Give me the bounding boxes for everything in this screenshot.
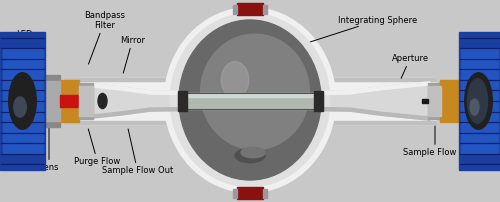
- Text: Sample Flow Out: Sample Flow Out: [102, 129, 173, 175]
- Polygon shape: [72, 82, 178, 94]
- Bar: [178, 94, 322, 97]
- Bar: [59, 80, 79, 122]
- Text: Sample Flow In: Sample Flow In: [403, 126, 467, 157]
- Ellipse shape: [200, 34, 310, 150]
- Ellipse shape: [235, 148, 265, 163]
- Ellipse shape: [241, 147, 265, 158]
- Bar: [458, 32, 500, 170]
- Ellipse shape: [9, 73, 36, 129]
- Text: Glass Tube: Glass Tube: [245, 50, 290, 84]
- Ellipse shape: [14, 97, 26, 117]
- Polygon shape: [72, 108, 178, 120]
- Ellipse shape: [164, 7, 336, 193]
- Bar: [263, 5, 266, 14]
- Ellipse shape: [468, 79, 487, 123]
- Ellipse shape: [470, 99, 479, 115]
- Bar: [78, 86, 92, 116]
- Polygon shape: [72, 82, 178, 120]
- Text: Lens: Lens: [39, 128, 59, 172]
- Bar: [178, 93, 322, 109]
- Bar: [45, 81, 60, 121]
- Bar: [428, 83, 440, 119]
- Bar: [428, 86, 440, 116]
- Text: Purge Flow: Purge Flow: [74, 129, 120, 166]
- Bar: [0, 32, 45, 170]
- Bar: [64, 78, 436, 81]
- Bar: [234, 5, 237, 14]
- Bar: [422, 99, 428, 103]
- Bar: [234, 189, 237, 198]
- Bar: [314, 91, 322, 111]
- Ellipse shape: [221, 62, 249, 98]
- Bar: [263, 189, 266, 198]
- Text: Mirror: Mirror: [120, 36, 145, 73]
- Bar: [64, 121, 436, 124]
- Ellipse shape: [98, 93, 107, 109]
- Ellipse shape: [465, 73, 492, 129]
- Bar: [440, 80, 460, 122]
- Bar: [237, 3, 263, 15]
- Ellipse shape: [170, 13, 330, 187]
- Text: Aperture: Aperture: [392, 54, 428, 78]
- Bar: [461, 49, 498, 153]
- Text: LED: LED: [16, 30, 32, 74]
- Bar: [64, 78, 436, 124]
- Bar: [78, 83, 92, 119]
- Text: Bandpass
Filter: Bandpass Filter: [84, 11, 126, 64]
- Text: O-Ring: O-Ring: [212, 108, 297, 136]
- Bar: [237, 187, 263, 199]
- Text: Integrating Sphere: Integrating Sphere: [292, 16, 417, 48]
- Polygon shape: [322, 82, 430, 120]
- Bar: [45, 75, 60, 127]
- Ellipse shape: [179, 20, 321, 180]
- Polygon shape: [322, 108, 430, 120]
- Bar: [60, 95, 78, 107]
- Bar: [178, 91, 186, 111]
- Bar: [2, 49, 42, 153]
- Polygon shape: [322, 82, 430, 94]
